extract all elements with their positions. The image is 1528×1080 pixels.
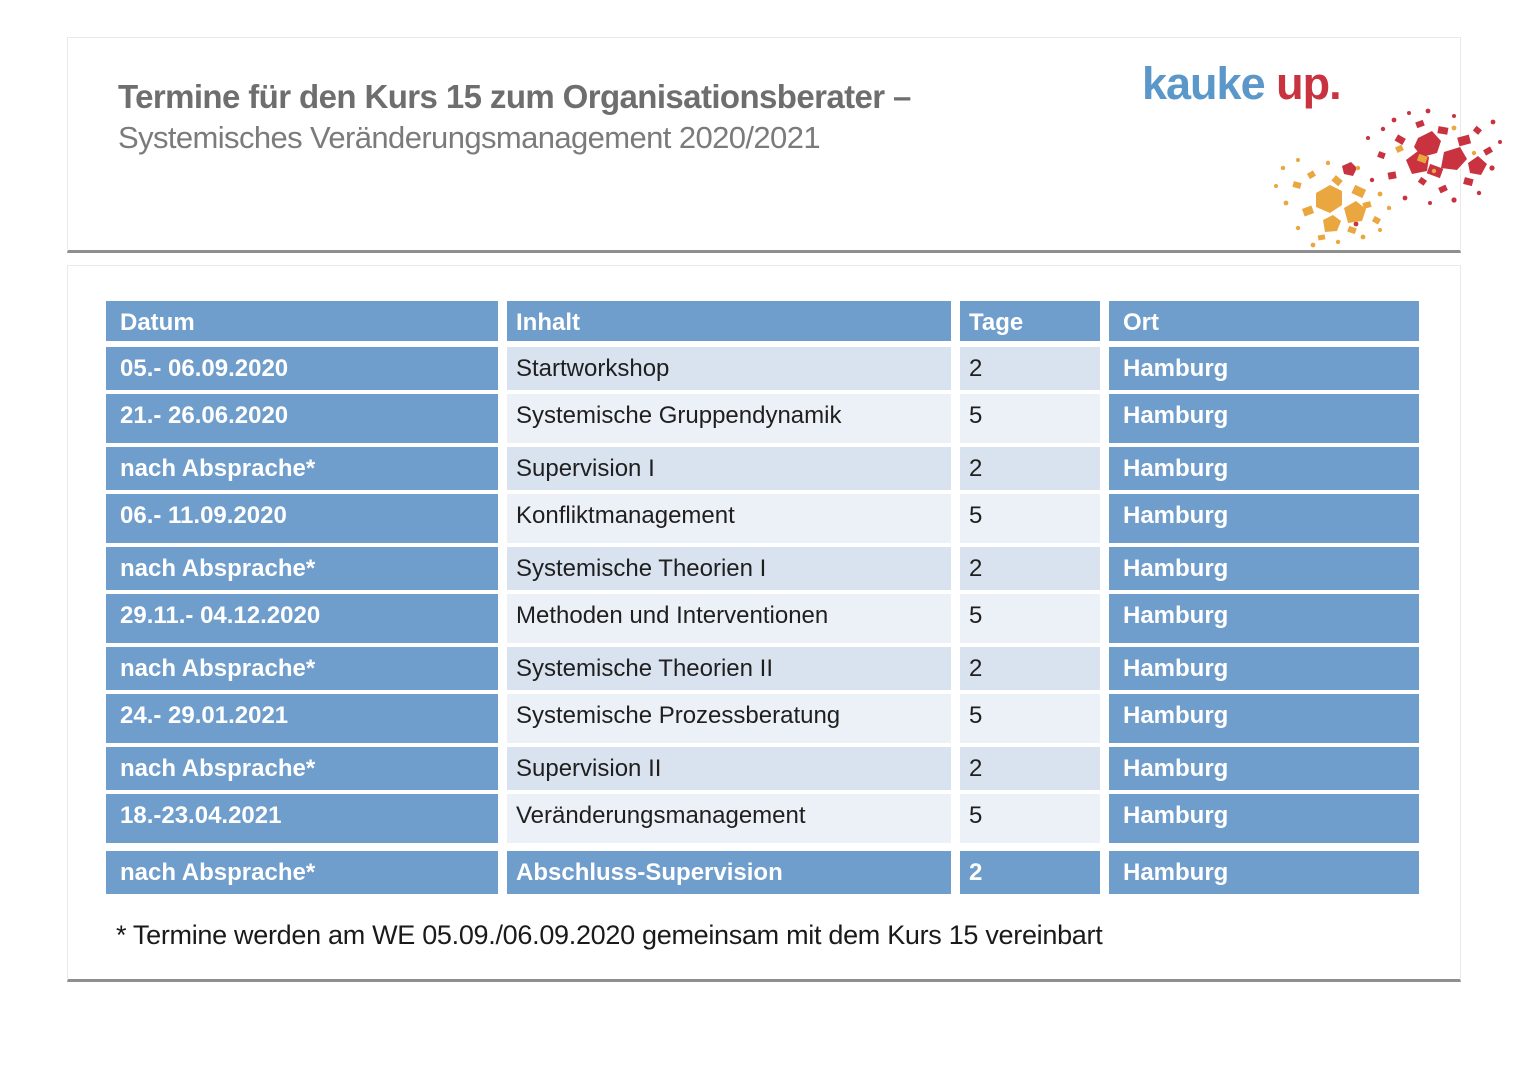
logo-word-up: up. bbox=[1276, 58, 1341, 109]
cell-datum: 18.-23.04.2021 bbox=[106, 794, 498, 843]
table-row: nach Absprache* Abschluss-Supervision 2 Ham… bbox=[106, 851, 1419, 894]
table-row: nach Absprache* Supervision I 2 Hamburg bbox=[106, 447, 1419, 490]
column-header-ort: Ort bbox=[1109, 301, 1419, 341]
cell-inhalt: Methoden und Interventionen bbox=[507, 594, 951, 643]
cell-inhalt: Systemische Theorien I bbox=[507, 547, 951, 590]
table-row: 24.- 29.01.2021 Systemische Prozessberatu… bbox=[106, 694, 1419, 743]
cell-ort: Hamburg bbox=[1109, 694, 1419, 743]
cell-ort: Hamburg bbox=[1109, 394, 1419, 443]
cell-tage: 2 bbox=[960, 547, 1100, 590]
table-row: nach Absprache* Supervision II 2 Hamburg bbox=[106, 747, 1419, 790]
cell-datum: 21.- 26.06.2020 bbox=[106, 394, 498, 443]
cell-tage: 2 bbox=[960, 647, 1100, 690]
logo: kauke up. bbox=[1142, 58, 1528, 268]
header-panel: Termine für den Kurs 15 zum Organisation… bbox=[67, 37, 1502, 253]
confetti-splatter-icon bbox=[1274, 108, 1502, 248]
cell-tage: 5 bbox=[960, 494, 1100, 543]
cell-datum: nach Absprache* bbox=[106, 647, 498, 690]
schedule-table-body: 05.- 06.09.2020 Startworkshop 2 Hamburg 21.-… bbox=[106, 347, 1419, 894]
cell-inhalt: Veränderungsmanagement bbox=[507, 794, 951, 843]
cell-datum: 05.- 06.09.2020 bbox=[106, 347, 498, 390]
cell-inhalt: Systemische Theorien II bbox=[507, 647, 951, 690]
cell-ort: Hamburg bbox=[1109, 547, 1419, 590]
cell-tage: 2 bbox=[960, 447, 1100, 490]
cell-ort: Hamburg bbox=[1109, 594, 1419, 643]
cell-inhalt: Systemische Prozessberatung bbox=[507, 694, 951, 743]
column-header-datum: Datum bbox=[106, 301, 498, 341]
table-row: nach Absprache* Systemische Theorien I 2 Ha… bbox=[106, 547, 1419, 590]
cell-tage: 2 bbox=[960, 747, 1100, 790]
cell-inhalt: Systemische Gruppendynamik bbox=[507, 394, 951, 443]
cell-datum: 06.- 11.09.2020 bbox=[106, 494, 498, 543]
logo-wordmark: kauke up. bbox=[1142, 58, 1528, 110]
cell-tage: 5 bbox=[960, 694, 1100, 743]
cell-tage: 2 bbox=[960, 347, 1100, 390]
cell-datum: 29.11.- 04.12.2020 bbox=[106, 594, 498, 643]
cell-ort: Hamburg bbox=[1109, 851, 1419, 894]
schedule-table: Datum Inhalt Tage Ort 05.- 06.09.2020 Sta… bbox=[106, 301, 1419, 894]
logo-word-kauke: kauke bbox=[1142, 58, 1266, 109]
cell-ort: Hamburg bbox=[1109, 447, 1419, 490]
column-header-inhalt: Inhalt bbox=[507, 301, 951, 341]
cell-tage: 5 bbox=[960, 594, 1100, 643]
cell-datum: nach Absprache* bbox=[106, 747, 498, 790]
table-header-row: Datum Inhalt Tage Ort bbox=[106, 301, 1419, 341]
cell-ort: Hamburg bbox=[1109, 747, 1419, 790]
logo-word-space bbox=[1265, 58, 1277, 109]
footnote: * Termine werden am WE 05.09./06.09.2020… bbox=[116, 920, 1103, 950]
cell-inhalt: Konfliktmanagement bbox=[507, 494, 951, 543]
cell-inhalt: Supervision I bbox=[507, 447, 951, 490]
table-row: 29.11.- 04.12.2020 Methoden und Intervent… bbox=[106, 594, 1419, 643]
cell-datum: 24.- 29.01.2021 bbox=[106, 694, 498, 743]
title-block: Termine für den Kurs 15 zum Organisation… bbox=[68, 38, 1460, 156]
cell-ort: Hamburg bbox=[1109, 494, 1419, 543]
cell-inhalt: Startworkshop bbox=[507, 347, 951, 390]
cell-ort: Hamburg bbox=[1109, 794, 1419, 843]
document-subtitle: Systemisches Veränderungsmanagement 2020… bbox=[118, 120, 821, 155]
content-panel: Datum Inhalt Tage Ort 05.- 06.09.2020 Sta… bbox=[67, 265, 1461, 982]
cell-tage: 2 bbox=[960, 851, 1100, 894]
cell-tage: 5 bbox=[960, 794, 1100, 843]
cell-tage: 5 bbox=[960, 394, 1100, 443]
cell-inhalt: Supervision II bbox=[507, 747, 951, 790]
table-row: 05.- 06.09.2020 Startworkshop 2 Hamburg bbox=[106, 347, 1419, 390]
cell-datum: nach Absprache* bbox=[106, 447, 498, 490]
cell-datum: nach Absprache* bbox=[106, 851, 498, 894]
cell-ort: Hamburg bbox=[1109, 647, 1419, 690]
cell-ort: Hamburg bbox=[1109, 347, 1419, 390]
cell-datum: nach Absprache* bbox=[106, 547, 498, 590]
table-row: nach Absprache* Systemische Theorien II 2 H… bbox=[106, 647, 1419, 690]
table-row: 06.- 11.09.2020 Konfliktmanagement 5 Hambur… bbox=[106, 494, 1419, 543]
document-title: Termine für den Kurs 15 zum Organisation… bbox=[118, 78, 911, 115]
table-row: 18.-23.04.2021 Veränderungsmanagement 5 Ham… bbox=[106, 794, 1419, 843]
cell-inhalt: Abschluss-Supervision bbox=[507, 851, 951, 894]
column-header-tage: Tage bbox=[960, 301, 1100, 341]
table-row: 21.- 26.06.2020 Systemische Gruppendynami… bbox=[106, 394, 1419, 443]
